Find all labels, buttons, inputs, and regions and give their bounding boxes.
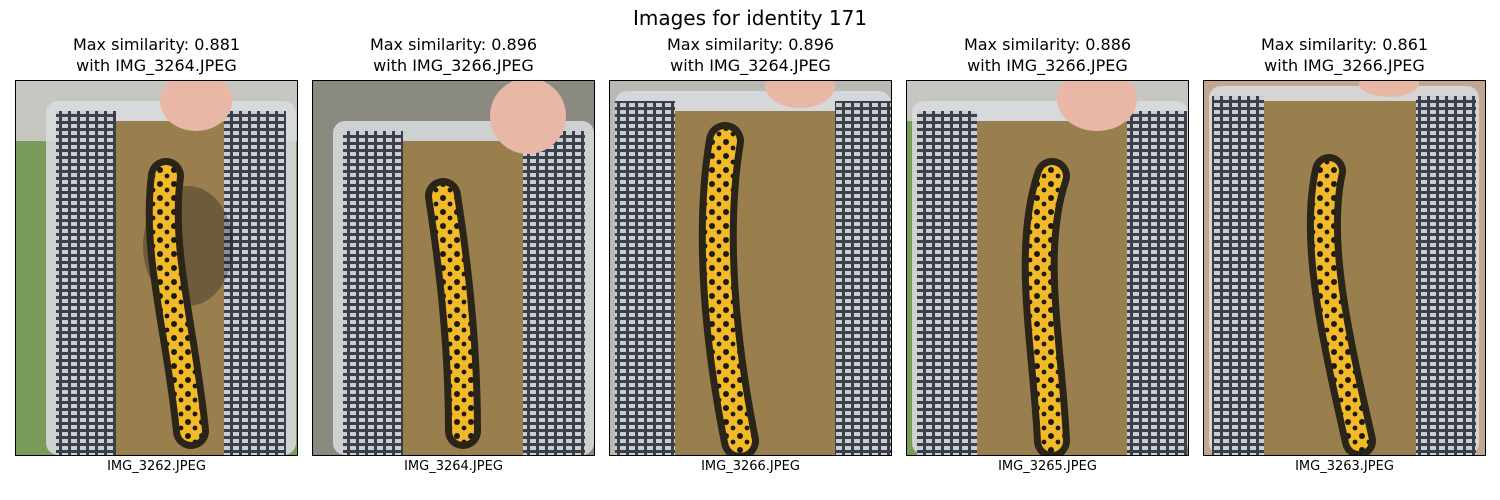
newt-photo-drawing (1204, 81, 1485, 455)
image-filename: IMG_3266.JPEG (701, 459, 800, 474)
panel-title: Max similarity: 0.896 with IMG_3264.JPEG (579, 34, 922, 76)
newt-photo-drawing (907, 81, 1188, 455)
similarity-label: Max similarity: 0.881 (72, 35, 241, 54)
image-panel-5: Max similarity: 0.861 with IMG_3266.JPEG (1203, 0, 1486, 500)
similarity-label: Max similarity: 0.896 (666, 35, 835, 54)
match-label: with IMG_3266.JPEG (967, 56, 1128, 75)
image-filename: IMG_3262.JPEG (107, 459, 206, 474)
image-filename: IMG_3265.JPEG (998, 459, 1097, 474)
match-label: with IMG_3266.JPEG (373, 56, 534, 75)
newt-photo-drawing (313, 81, 594, 455)
match-label: with IMG_3264.JPEG (76, 56, 237, 75)
panel-title: Max similarity: 0.896 with IMG_3266.JPEG (282, 34, 625, 76)
figure-title: Images for identity 171 (632, 6, 868, 30)
newt-photo-drawing (16, 81, 297, 455)
newt-photo (15, 80, 298, 456)
newt-photo (609, 80, 892, 456)
similarity-label: Max similarity: 0.886 (963, 35, 1132, 54)
newt-photo (906, 80, 1189, 456)
newt-photo (1203, 80, 1486, 456)
similarity-label: Max similarity: 0.861 (1260, 35, 1429, 54)
panel-title: Max similarity: 0.886 with IMG_3266.JPEG (876, 34, 1219, 76)
newt-photo (312, 80, 595, 456)
image-panel-1: Max similarity: 0.881 with IMG_3264.JPEG (15, 0, 298, 500)
similarity-label: Max similarity: 0.896 (369, 35, 538, 54)
panel-title: Max similarity: 0.861 with IMG_3266.JPEG (1173, 34, 1500, 76)
match-label: with IMG_3266.JPEG (1264, 56, 1425, 75)
image-panel-3: Max similarity: 0.896 with IMG_3264.JPEG (609, 0, 892, 500)
match-label: with IMG_3264.JPEG (670, 56, 831, 75)
newt-photo-drawing (610, 81, 891, 455)
image-panel-4: Max similarity: 0.886 with IMG_3266.JPEG (906, 0, 1189, 500)
image-panel-2: Max similarity: 0.896 with IMG_3266.JPEG (312, 0, 595, 500)
panel-title: Max similarity: 0.881 with IMG_3264.JPEG (0, 34, 328, 76)
image-filename: IMG_3264.JPEG (404, 459, 503, 474)
image-filename: IMG_3263.JPEG (1295, 459, 1394, 474)
